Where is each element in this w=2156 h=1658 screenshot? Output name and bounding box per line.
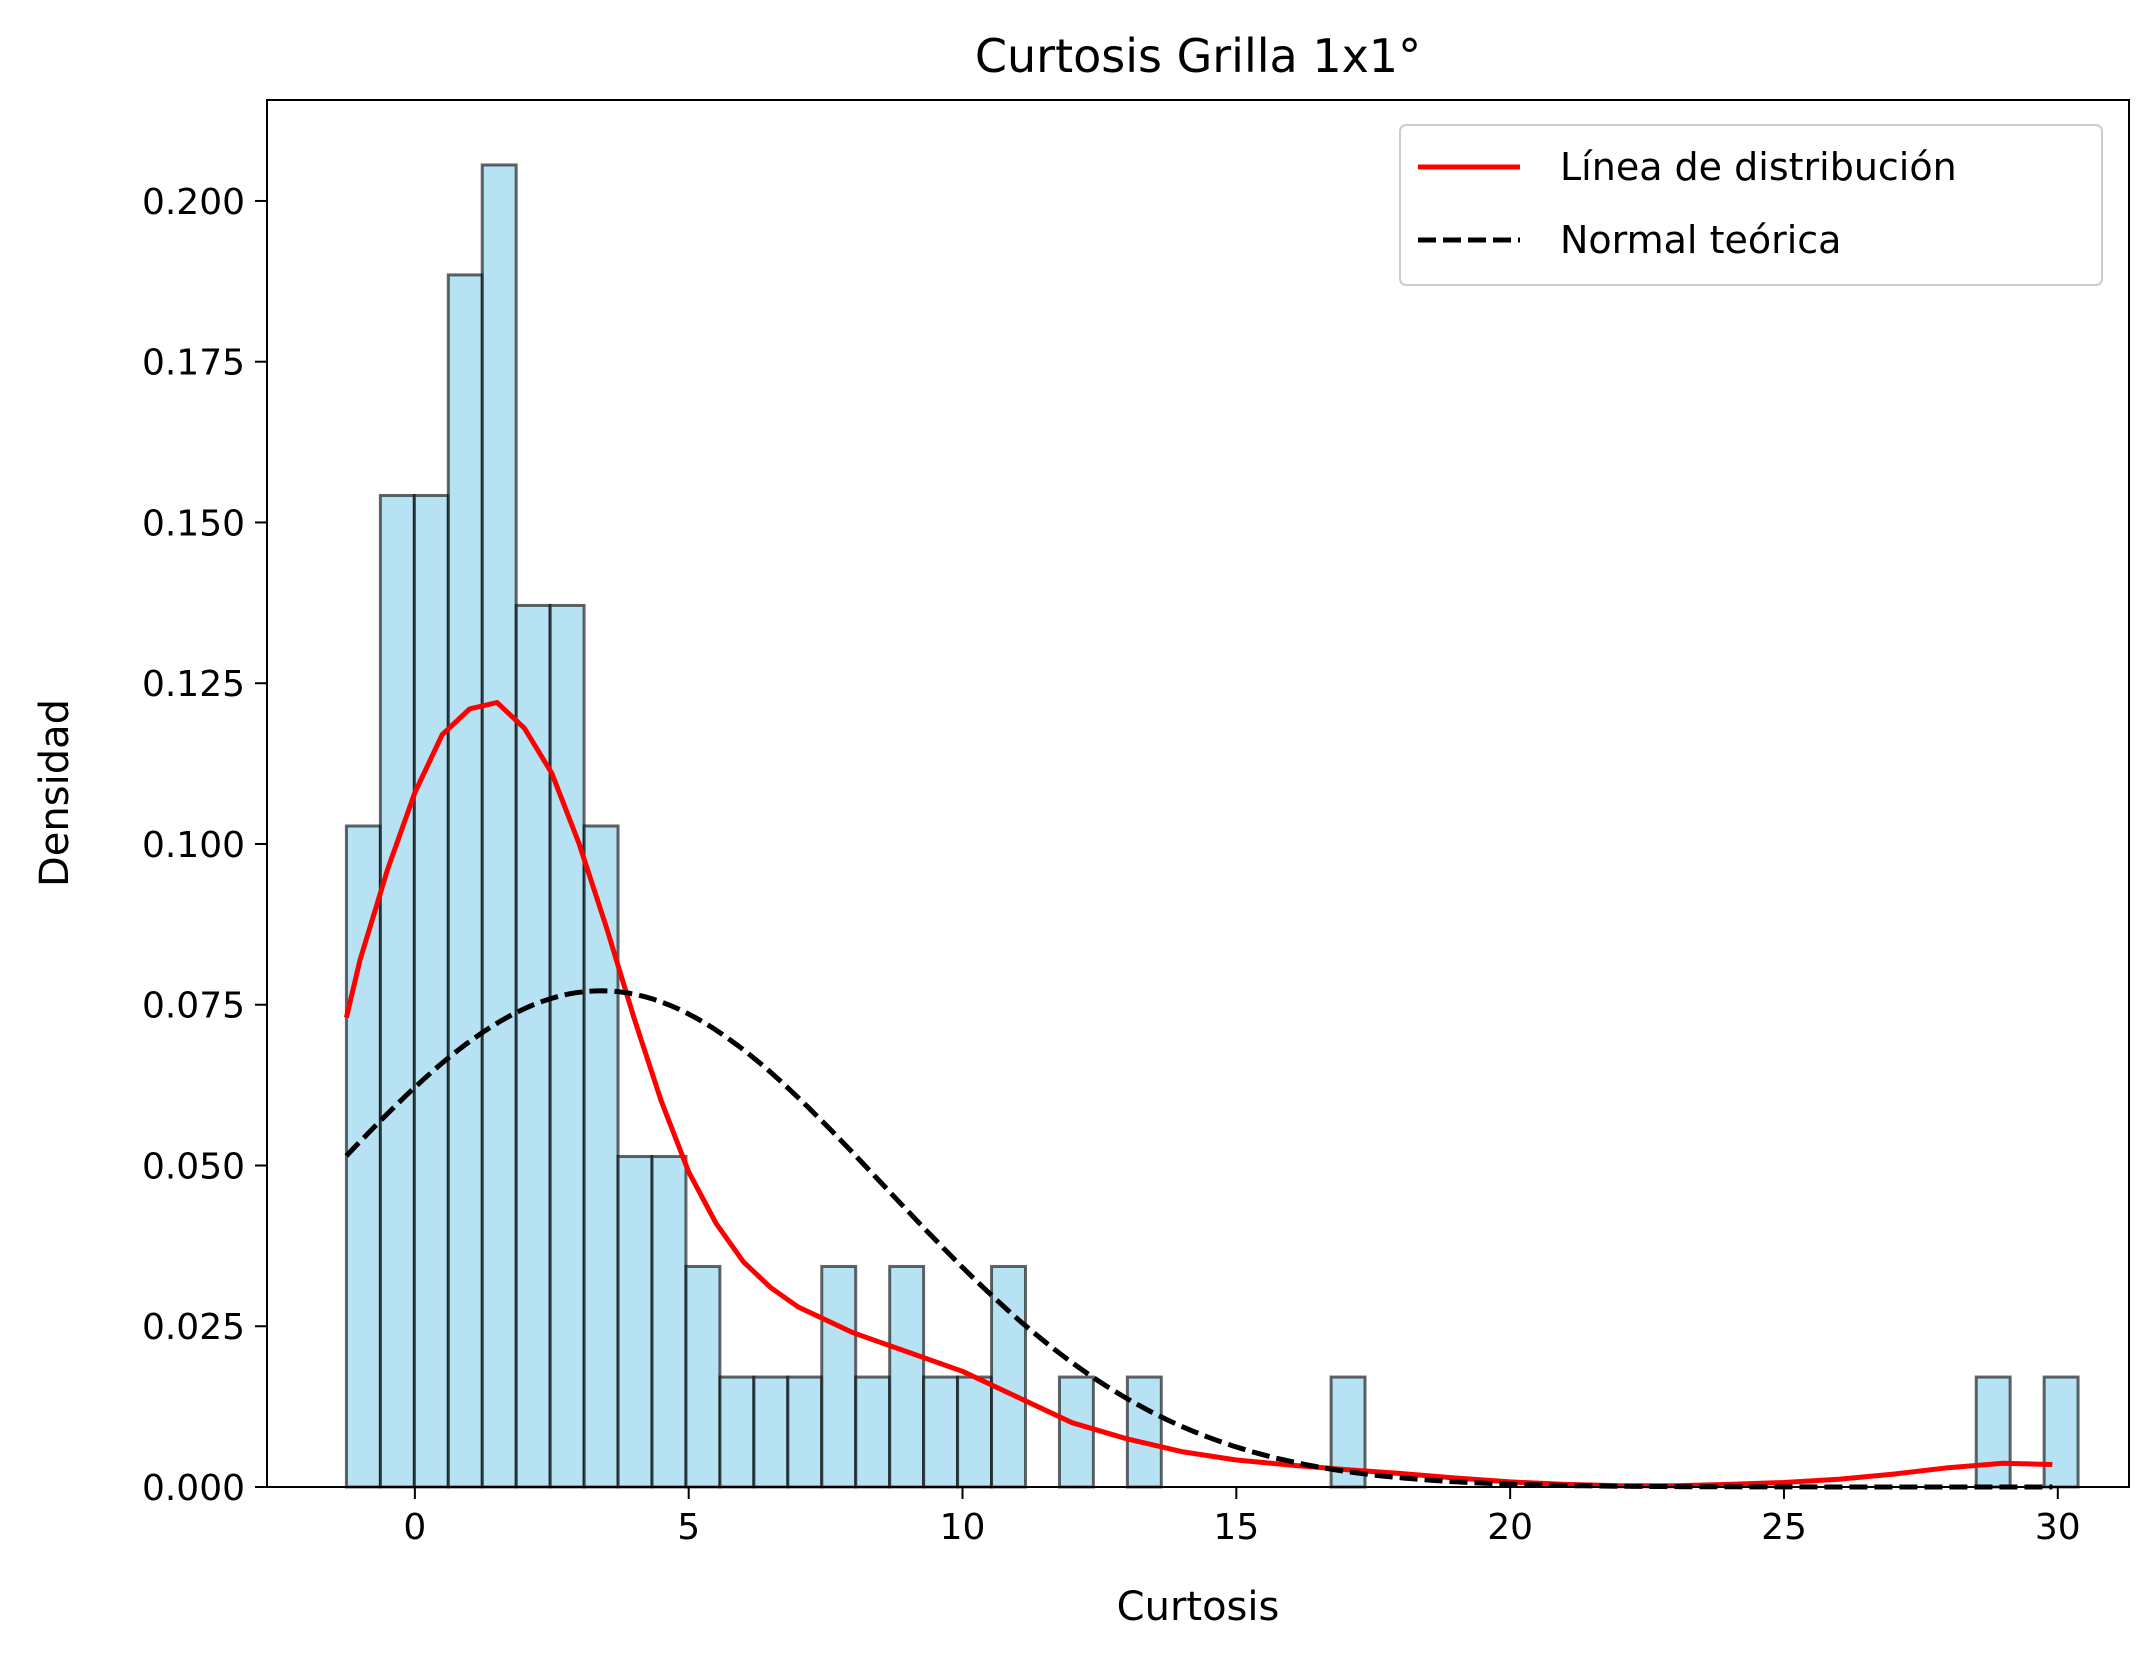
histogram-bar	[582, 824, 620, 1489]
histogram-bar	[956, 1375, 994, 1489]
histogram-bar	[854, 1375, 892, 1489]
y-tick-label: 0.050	[142, 1146, 245, 1187]
histogram-bar	[752, 1375, 790, 1489]
histogram-bar	[616, 1154, 654, 1489]
x-tick-label: 25	[1761, 1507, 1807, 1548]
y-tick-label: 0.150	[142, 503, 245, 544]
histogram-bar	[480, 163, 518, 1489]
y-tick-label: 0.125	[142, 664, 245, 705]
histogram-bar	[820, 1264, 858, 1489]
x-tick-label: 30	[2035, 1507, 2081, 1548]
plot-frame	[266, 99, 2130, 1488]
y-tick-label: 0.175	[142, 343, 245, 384]
y-axis-label: Densidad	[32, 699, 78, 887]
histogram-bars	[344, 163, 2080, 1489]
histogram-bar	[888, 1264, 926, 1489]
histogram-bar	[650, 1154, 688, 1489]
curves	[343, 700, 2053, 1490]
y-tick-label: 0.200	[142, 182, 245, 223]
x-axis: 0 5 10 15 20 25 30	[403, 1487, 2081, 1548]
normal-theoretical-line	[344, 988, 2053, 1490]
x-tick-label: 5	[677, 1507, 700, 1548]
histogram-bar	[1974, 1375, 2012, 1489]
x-tick-label: 10	[940, 1507, 986, 1548]
x-tick-label: 15	[1213, 1507, 1259, 1548]
histogram-bar	[514, 603, 552, 1489]
chart-title: Curtosis Grilla 1x1°	[975, 29, 1421, 83]
histogram-bar	[718, 1375, 756, 1489]
y-tick-label: 0.100	[142, 825, 245, 866]
legend: Línea de distribución Normal teórica	[1399, 124, 2103, 286]
legend-label-distribution: Línea de distribución	[1560, 145, 1957, 189]
y-tick-label: 0.000	[142, 1468, 245, 1509]
histogram-bar	[786, 1375, 824, 1489]
histogram-bar	[1125, 1375, 1163, 1489]
y-axis: 0.000 0.025 0.050 0.075 0.100 0.125 0.150 0.175…	[142, 182, 267, 1509]
histogram-bar	[990, 1264, 1027, 1489]
histogram-bar	[2042, 1375, 2080, 1489]
histogram-bar	[922, 1375, 960, 1489]
legend-label-normal: Normal teórica	[1560, 218, 1841, 262]
histogram-bar	[446, 273, 484, 1489]
histogram-bar	[1057, 1375, 1095, 1489]
y-tick-label: 0.025	[142, 1307, 245, 1348]
histogram-bar	[344, 824, 382, 1489]
x-axis-label: Curtosis	[1117, 1584, 1280, 1630]
x-tick-label: 0	[403, 1507, 426, 1548]
y-tick-label: 0.075	[142, 986, 245, 1027]
histogram-bar	[684, 1264, 722, 1489]
legend-box	[1399, 124, 2103, 286]
x-tick-label: 20	[1487, 1507, 1533, 1548]
histogram-bar	[412, 493, 450, 1489]
histogram-bar	[378, 493, 416, 1489]
histogram-bar	[548, 603, 586, 1489]
